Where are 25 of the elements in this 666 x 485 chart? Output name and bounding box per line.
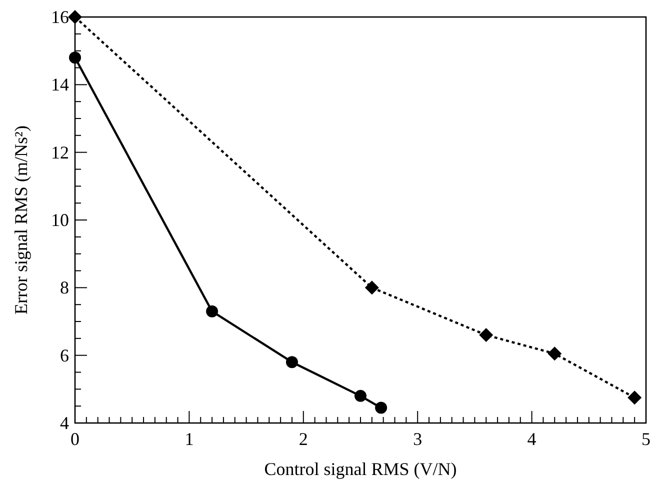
y-tick-label: 4 [60, 413, 69, 433]
y-tick-label: 12 [51, 142, 69, 162]
y-tick-label: 16 [51, 7, 69, 27]
point [364, 280, 379, 295]
y-tick-label: 10 [51, 210, 69, 230]
y-tick-label: 8 [60, 278, 69, 298]
point [68, 10, 82, 24]
point [69, 52, 81, 64]
point [286, 356, 298, 368]
x-tick-label: 5 [642, 429, 650, 449]
x-tick-label: 1 [184, 429, 194, 449]
x-tick-label: 3 [413, 429, 422, 449]
x-axis-title: Control signal RMS (V/N) [264, 459, 457, 479]
point [548, 346, 562, 361]
point [375, 402, 388, 414]
y-axis-title: Error signal RMS (m/Ns²) [11, 126, 31, 314]
x-tick-label: 0 [70, 429, 80, 449]
x-tick-label: 4 [527, 429, 536, 449]
x-tick-label: 2 [298, 429, 308, 449]
y-tick-label: 6 [60, 345, 69, 366]
point [354, 390, 366, 402]
point [479, 328, 494, 342]
point [206, 305, 218, 318]
point [628, 390, 642, 405]
y-tick-label: 14 [51, 74, 69, 95]
